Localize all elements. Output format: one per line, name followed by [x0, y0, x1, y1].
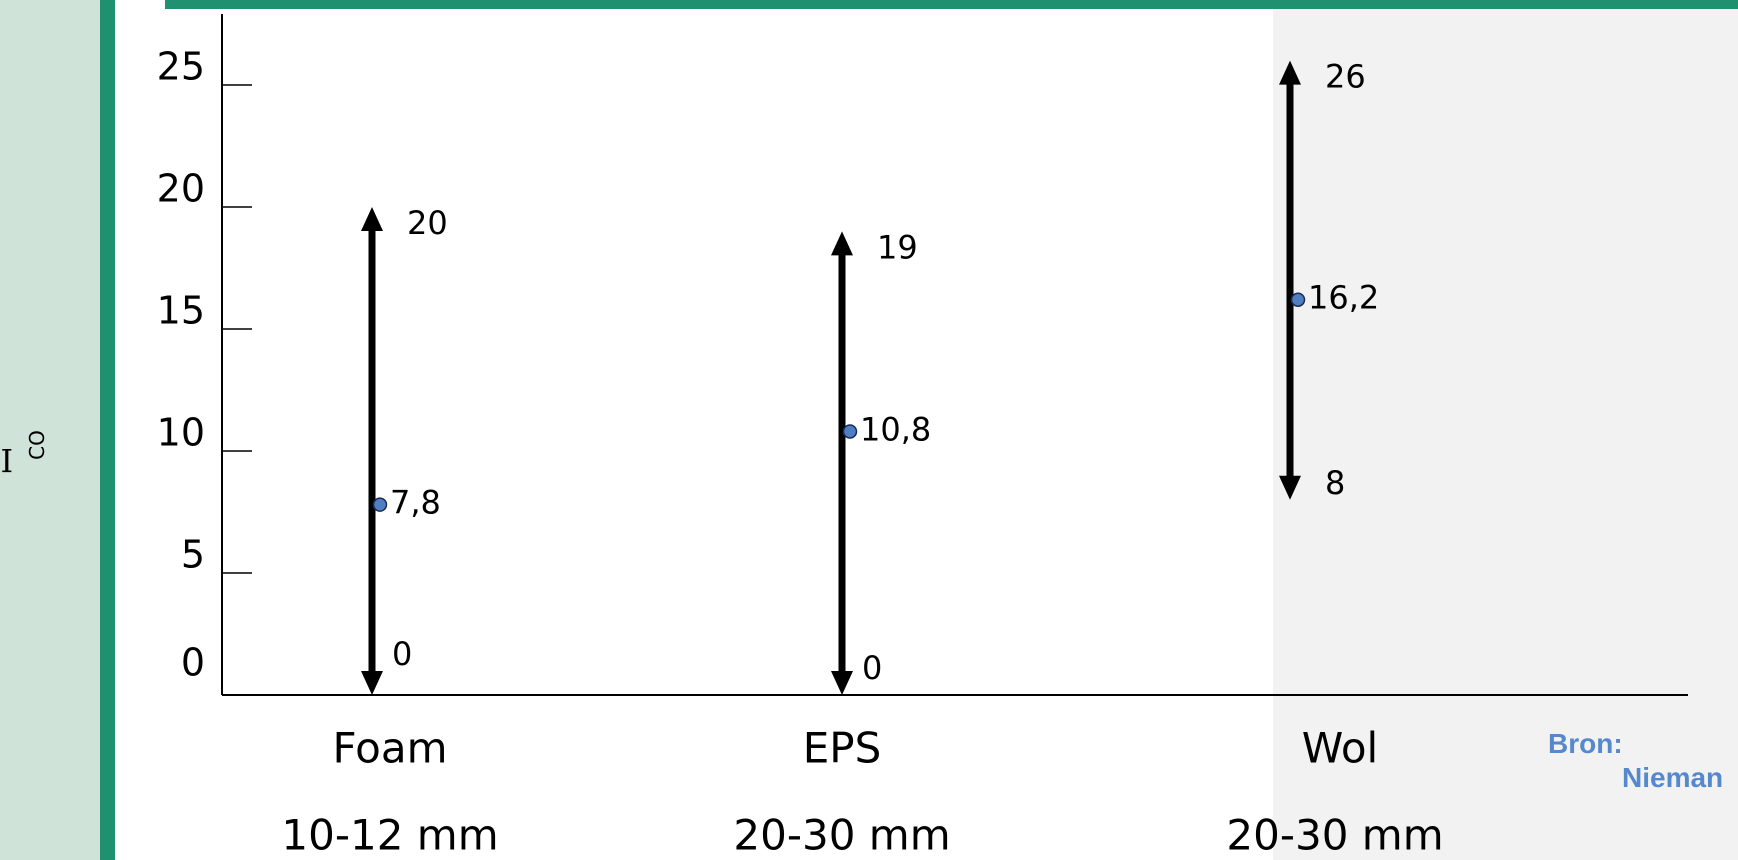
category-sublabel-wol: 20-30 mm: [1226, 811, 1443, 860]
arrow-up-eps: [831, 231, 853, 256]
left-band: [0, 0, 100, 860]
category-sublabel-eps: 20-30 mm: [733, 811, 950, 860]
source-label: Bron:: [1548, 728, 1623, 759]
top-stripe: [165, 0, 1738, 9]
point-marker-eps: [842, 424, 858, 439]
y-tick-label-15: 15: [157, 289, 205, 333]
category-label-foam: Foam: [332, 724, 447, 773]
y-tick-label-5: 5: [181, 533, 205, 577]
low-label-eps: 0: [862, 649, 882, 687]
point-marker-wol: [1290, 292, 1306, 307]
category-sublabel-foam: 10-12 mm: [281, 811, 498, 860]
arrow-up-foam: [361, 207, 383, 231]
arrow-up-wol: [1279, 60, 1301, 85]
arrow-down-eps: [831, 671, 853, 695]
point-label-foam: 7,8: [390, 484, 441, 522]
point-label-eps: 10,8: [860, 410, 931, 448]
category-label-wol: Wol: [1302, 724, 1378, 773]
high-label-wol: 26: [1325, 58, 1366, 96]
point-marker-foam: [372, 497, 388, 512]
y-tick-label-0: 0: [181, 641, 205, 685]
high-label-foam: 20: [407, 204, 448, 242]
point-label-wol: 16,2: [1308, 279, 1379, 317]
y-tick-label-20: 20: [157, 167, 205, 211]
low-label-wol: 8: [1325, 464, 1345, 502]
y-tick-label-25: 25: [157, 45, 205, 89]
arrow-down-foam: [361, 671, 383, 695]
arrow-down-wol: [1279, 475, 1301, 500]
y-tick-label-10: 10: [157, 411, 205, 455]
left-stripe: [100, 0, 115, 860]
high-label-eps: 19: [877, 228, 918, 266]
source-name: Nieman: [1622, 762, 1724, 793]
category-label-eps: EPS: [803, 724, 882, 773]
right-shade: [1273, 9, 1738, 860]
low-label-foam: 0: [392, 635, 412, 673]
